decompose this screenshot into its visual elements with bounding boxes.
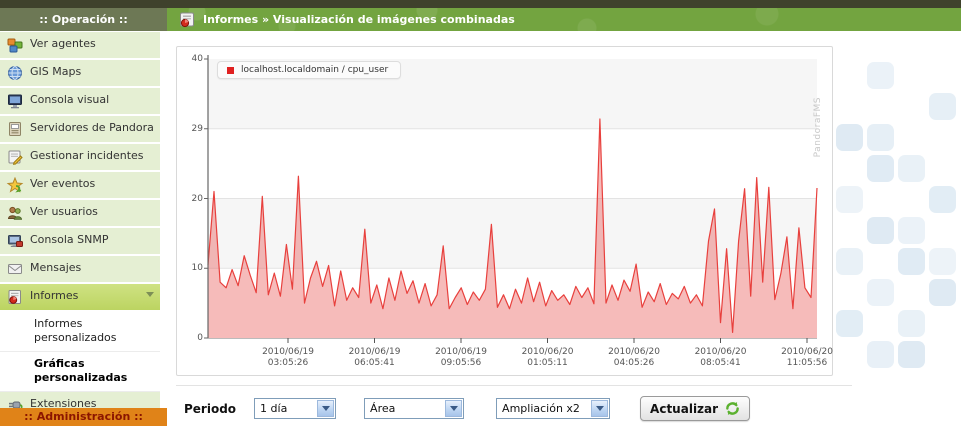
sidebar-item-label: Servidores de Pandora bbox=[30, 121, 154, 134]
mosaic-square bbox=[836, 124, 863, 151]
y-axis-tick-label: 29 bbox=[191, 123, 203, 134]
users-icon bbox=[7, 206, 23, 220]
mosaic-square bbox=[929, 186, 956, 213]
sidebar-item-gis-maps[interactable]: GIS Maps bbox=[0, 60, 160, 86]
sidebar-subitem-informes-personalizados[interactable]: Informes personalizados bbox=[0, 312, 160, 352]
legend-series-label: localhost.localdomain / cpu_user bbox=[241, 65, 389, 75]
sidebar-item-gestionar-incidentes[interactable]: Gestionar incidentes bbox=[0, 144, 160, 170]
report-icon bbox=[8, 290, 21, 304]
mosaic-square bbox=[836, 186, 863, 213]
sidebar-item-label: Consola visual bbox=[30, 93, 110, 106]
period-select-value: 1 día bbox=[260, 402, 288, 415]
incident-icon bbox=[8, 150, 23, 165]
mosaic-square bbox=[836, 248, 863, 275]
y-axis-tick-label: 10 bbox=[191, 263, 203, 274]
combined-graph-panel: localhost.localdomain / cpu_user Pandora… bbox=[176, 46, 833, 376]
update-button[interactable]: Actualizar bbox=[640, 396, 751, 421]
mosaic-square bbox=[836, 310, 863, 337]
sidebar-item-label: Ver usuarios bbox=[30, 205, 98, 218]
chevron-down-icon bbox=[146, 292, 154, 297]
zoom-select[interactable]: Ampliación x2 bbox=[496, 398, 611, 419]
sidebar-subitem-label: Informes personalizados bbox=[34, 317, 117, 344]
x-axis-tick-label: 2010/06/20 04:05:26 bbox=[608, 347, 660, 368]
mosaic-square bbox=[898, 248, 925, 275]
agents-icon bbox=[7, 38, 23, 53]
sidebar-item-consola-visual[interactable]: Consola visual bbox=[0, 88, 160, 114]
sidebar-item-label: GIS Maps bbox=[30, 65, 82, 78]
period-label: Periodo bbox=[184, 401, 237, 416]
update-button-label: Actualizar bbox=[650, 401, 719, 416]
mosaic-square bbox=[867, 62, 894, 89]
x-axis-tick-label: 2010/06/20 11:05:56 bbox=[781, 347, 833, 368]
mosaic-square bbox=[898, 217, 925, 244]
sidebar-item-label: Consola SNMP bbox=[30, 233, 109, 246]
mail-icon bbox=[8, 264, 22, 274]
sidebar-item-ver-usuarios[interactable]: Ver usuarios bbox=[0, 200, 160, 226]
background-mosaic bbox=[830, 50, 961, 380]
graph-type-select[interactable]: Área bbox=[364, 398, 465, 419]
top-strip bbox=[0, 0, 961, 8]
content-divider bbox=[176, 385, 852, 386]
snmp-icon bbox=[8, 235, 23, 247]
sidebar-item-label: Extensiones bbox=[30, 397, 97, 410]
sidebar-item-mensajes[interactable]: Mensajes bbox=[0, 256, 160, 282]
sidebar-item-label: Mensajes bbox=[30, 261, 82, 274]
mosaic-square bbox=[867, 341, 894, 368]
sidebar-item-label: Ver eventos bbox=[30, 177, 96, 190]
sidebar-subitem-label: Gráficas personalizadas bbox=[34, 357, 128, 384]
sidebar-subitem-gr-ficas-personalizadas[interactable]: Gráficas personalizadas bbox=[0, 352, 160, 392]
y-axis-tick-label: 40 bbox=[191, 54, 203, 64]
sidebar-item-consola-snmp[interactable]: Consola SNMP bbox=[0, 228, 160, 254]
mosaic-square bbox=[867, 124, 894, 151]
administration-section-header[interactable]: :: Administración :: bbox=[0, 408, 167, 426]
y-axis-tick-label: 0 bbox=[197, 333, 203, 343]
mosaic-square bbox=[898, 155, 925, 182]
sidebar-item-ver-agentes[interactable]: Ver agentes bbox=[0, 32, 160, 58]
x-axis-tick-label: 2010/06/20 01:05:11 bbox=[521, 347, 574, 368]
pandorafms-watermark: PandoraFMS bbox=[813, 97, 823, 158]
graph-controls: Periodo 1 día Área Ampliación x2 Actuali… bbox=[184, 396, 751, 421]
mosaic-square bbox=[898, 310, 925, 337]
mosaic-square bbox=[929, 93, 956, 120]
sidebar-item-label: Ver agentes bbox=[30, 37, 96, 50]
chevron-down-icon[interactable] bbox=[445, 400, 463, 417]
sidebar-item-ver-eventos[interactable]: Ver eventos bbox=[0, 172, 160, 198]
y-axis-tick-label: 20 bbox=[191, 193, 203, 204]
chevron-down-icon[interactable] bbox=[317, 400, 335, 417]
mosaic-square bbox=[898, 341, 925, 368]
cpu-user-area-chart bbox=[204, 55, 818, 343]
x-axis-tick-label: 2010/06/19 06:05:41 bbox=[348, 347, 401, 368]
mosaic-square bbox=[929, 279, 956, 306]
events-icon bbox=[6, 177, 24, 193]
mosaic-square bbox=[867, 279, 894, 306]
globe-icon bbox=[8, 66, 22, 80]
chevron-down-icon[interactable] bbox=[591, 400, 609, 417]
mosaic-square bbox=[867, 155, 894, 182]
breadcrumb: Informes » Visualización de imágenes com… bbox=[203, 13, 515, 26]
sidebar-item-label: Gestionar incidentes bbox=[30, 149, 144, 162]
report-breadcrumb-icon bbox=[180, 12, 194, 27]
sidebar-item-informes[interactable]: Informes bbox=[0, 284, 160, 310]
sidebar-item-label: Informes bbox=[30, 289, 79, 302]
server-icon bbox=[9, 122, 21, 136]
mosaic-square bbox=[929, 248, 956, 275]
chart-legend: localhost.localdomain / cpu_user bbox=[217, 61, 402, 79]
breadcrumb-bar: Informes » Visualización de imágenes com… bbox=[167, 8, 961, 31]
refresh-icon bbox=[726, 402, 739, 415]
zoom-select-value: Ampliación x2 bbox=[502, 402, 580, 415]
mosaic-square bbox=[867, 217, 894, 244]
graph-type-select-value: Área bbox=[370, 402, 396, 415]
legend-swatch-red bbox=[227, 66, 234, 74]
sidebar-item-servidores-de-pandora[interactable]: Servidores de Pandora bbox=[0, 116, 160, 142]
monitor-icon bbox=[8, 94, 22, 109]
x-axis-tick-label: 2010/06/19 03:05:26 bbox=[262, 347, 314, 368]
operation-section-header: :: Operación :: bbox=[0, 8, 167, 31]
sidebar-menu: Ver agentes GIS Maps Consola visual Servido… bbox=[0, 32, 160, 426]
x-axis-tick-label: 2010/06/19 09:05:56 bbox=[435, 347, 487, 368]
period-select[interactable]: 1 día bbox=[254, 398, 337, 419]
x-axis-tick-label: 2010/06/20 08:05:41 bbox=[694, 347, 747, 368]
